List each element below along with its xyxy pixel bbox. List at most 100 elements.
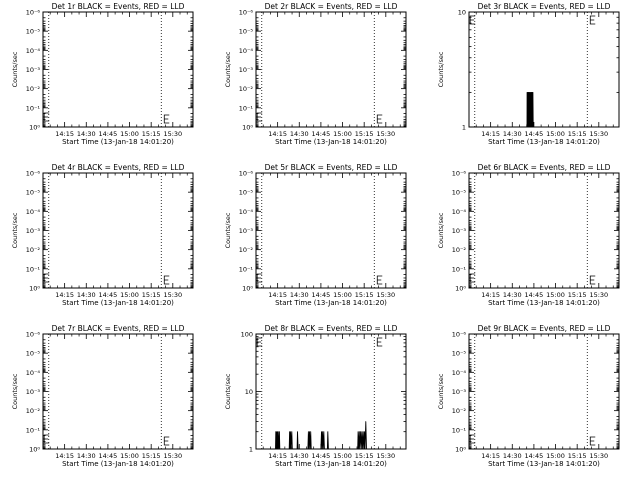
- data-point: [528, 91, 530, 93]
- y-tick-label: 10⁻²: [452, 407, 467, 415]
- data-point: [529, 91, 531, 93]
- x-tick-label: 14:45: [525, 130, 544, 138]
- x-tick-label: 15:00: [546, 452, 565, 460]
- y-tick-label: 10⁻³: [26, 66, 41, 74]
- x-tick-label: 15:15: [142, 291, 161, 299]
- x-axis-label: Start Time (13-Jan-18 14:01:20): [488, 138, 600, 146]
- y-tick-label: 10⁰: [242, 285, 253, 293]
- y-tick-label: 10⁻⁴: [239, 47, 254, 55]
- detector-panel-5: Det 5r BLACK = Events, RED = LLD Counts/s…: [224, 163, 407, 307]
- data-point: [326, 448, 328, 450]
- data-point: [531, 91, 533, 93]
- x-tick-label: 14:15: [481, 130, 500, 138]
- x-tick-label: 14:45: [312, 452, 331, 460]
- y-tick-label: 10⁻⁴: [26, 47, 41, 55]
- x-axis-label: Start Time (13-Jan-18 14:01:20): [275, 299, 387, 307]
- y-tick-label: 10⁻³: [26, 227, 41, 235]
- y-axis-label: Counts/sec: [11, 373, 19, 409]
- lld-marker-glyph: [256, 337, 263, 347]
- x-tick-label: 15:30: [163, 130, 182, 138]
- y-tick-label: 10: [458, 9, 466, 17]
- data-point: [366, 448, 367, 450]
- y-tick-label: 10⁰: [242, 124, 253, 132]
- y-tick-label: 1: [462, 124, 466, 132]
- data-point: [365, 421, 367, 422]
- data-point: [320, 448, 322, 450]
- x-tick-label: 14:15: [55, 291, 74, 299]
- x-tick-label: 15:30: [376, 291, 395, 299]
- data-point: [529, 126, 531, 128]
- x-tick-label: 15:15: [355, 130, 374, 138]
- data-point: [358, 431, 360, 433]
- x-tick-label: 15:30: [589, 291, 608, 299]
- data-point: [528, 126, 530, 128]
- x-tick-label: 15:30: [376, 452, 395, 460]
- x-tick-label: 14:45: [99, 452, 118, 460]
- lld-marker-glyph: [589, 436, 596, 446]
- data-point: [530, 91, 531, 93]
- detector-panel-7: Det 7r BLACK = Events, RED = LLD Counts/s…: [11, 324, 194, 468]
- y-tick-label: 10⁻¹: [452, 265, 467, 273]
- y-tick-label: 10⁻¹: [26, 104, 41, 112]
- y-tick-label: 10⁻³: [452, 227, 467, 235]
- lld-marker-glyph: [43, 112, 50, 122]
- panel-title: Det 4r BLACK = Events, RED = LLD: [52, 163, 185, 172]
- y-tick-label: 10⁻²: [239, 246, 254, 254]
- lld-marker-glyph: [43, 434, 50, 444]
- y-tick-label: 10⁻²: [26, 407, 41, 415]
- y-tick-label: 10⁻⁴: [452, 208, 467, 216]
- y-tick-label: 10⁻⁵: [26, 350, 41, 358]
- data-point: [297, 448, 299, 450]
- y-tick-label: 10⁰: [29, 446, 40, 454]
- x-tick-label: 14:30: [290, 130, 309, 138]
- y-tick-label: 10⁻³: [452, 388, 467, 396]
- panel-title: Det 1r BLACK = Events, RED = LLD: [52, 2, 185, 11]
- y-tick-label: 10⁻⁶: [239, 9, 254, 17]
- lld-marker-glyph: [469, 434, 476, 444]
- data-point: [275, 431, 277, 433]
- y-tick-label: 10⁻⁶: [452, 331, 467, 339]
- data-point: [291, 431, 293, 433]
- lld-marker-glyph: [256, 112, 263, 122]
- data-point: [327, 431, 329, 433]
- data-point: [328, 448, 329, 450]
- data-point: [290, 431, 292, 433]
- lld-marker-glyph: [376, 114, 383, 124]
- data-point: [323, 431, 325, 433]
- lld-marker-glyph: [163, 436, 170, 446]
- y-tick-label: 10⁻⁵: [26, 189, 41, 197]
- data-point: [359, 448, 361, 450]
- x-tick-label: 15:30: [163, 291, 182, 299]
- data-point: [307, 431, 309, 433]
- y-tick-label: 10⁻³: [239, 227, 254, 235]
- y-tick-label: 10⁻⁴: [452, 369, 467, 377]
- data-point: [361, 431, 363, 433]
- data-point: [277, 448, 279, 450]
- data-point: [531, 91, 533, 93]
- x-tick-label: 14:30: [77, 291, 96, 299]
- data-point: [530, 126, 532, 128]
- x-axis-label: Start Time (13-Jan-18 14:01:20): [275, 138, 387, 146]
- y-axis-label: Counts/sec: [437, 212, 445, 248]
- x-tick-label: 15:00: [120, 452, 139, 460]
- x-tick-label: 14:45: [99, 130, 118, 138]
- data-point: [357, 448, 359, 450]
- x-tick-label: 14:15: [481, 291, 500, 299]
- data-point: [289, 448, 291, 450]
- data-point: [288, 448, 290, 450]
- y-tick-label: 10⁻⁶: [26, 170, 41, 178]
- data-point: [279, 448, 281, 450]
- panel-title: Det 3r BLACK = Events, RED = LLD: [478, 2, 611, 11]
- detector-panel-9: Det 9r BLACK = Events, RED = LLD Counts/s…: [437, 324, 620, 468]
- lld-marker-glyph: [469, 273, 476, 283]
- x-tick-label: 15:00: [546, 291, 565, 299]
- panel-title: Det 7r BLACK = Events, RED = LLD: [52, 324, 185, 333]
- y-tick-label: 10⁻¹: [239, 104, 254, 112]
- data-point: [362, 448, 363, 450]
- data-point: [309, 448, 311, 450]
- data-point: [309, 431, 310, 433]
- data-point: [322, 448, 324, 450]
- y-tick-label: 10⁻⁵: [452, 189, 467, 197]
- x-tick-label: 15:30: [376, 130, 395, 138]
